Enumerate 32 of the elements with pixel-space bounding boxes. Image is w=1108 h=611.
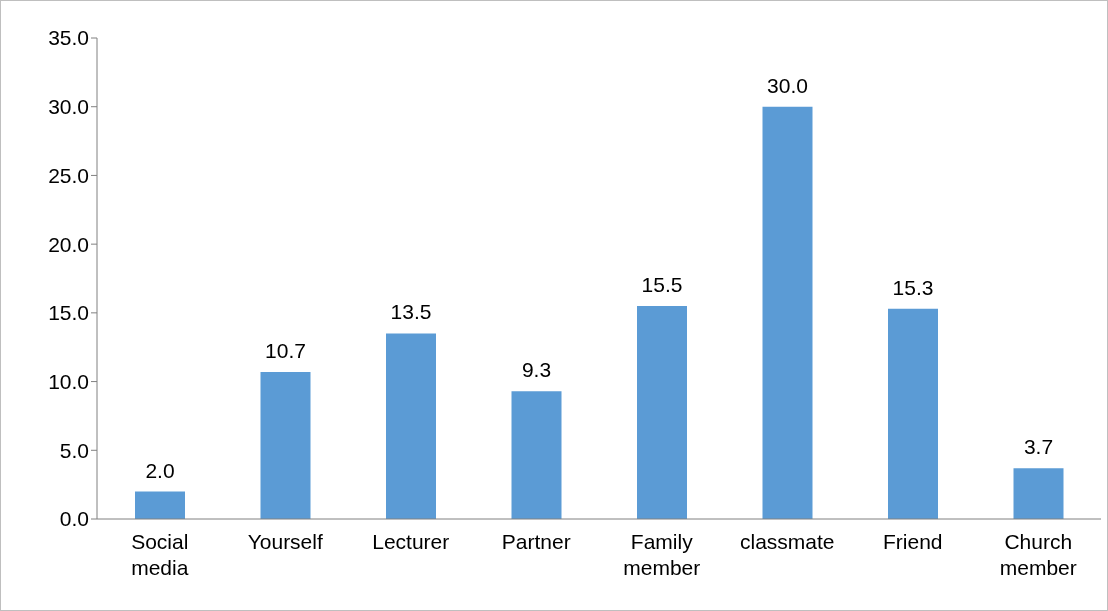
bar xyxy=(386,333,436,519)
x-tick-label: Friend xyxy=(882,530,943,553)
data-label: 2.0 xyxy=(145,458,175,482)
data-label: 9.3 xyxy=(521,358,552,382)
data-label: 15.5 xyxy=(641,272,683,296)
y-tick-label: 20.0 xyxy=(48,232,89,256)
y-tick-label: 35.0 xyxy=(48,26,89,50)
bar xyxy=(637,305,687,519)
x-tick-label: Family member xyxy=(623,530,701,579)
data-label: 15.3 xyxy=(892,275,934,299)
y-tick-label: 5.0 xyxy=(59,438,89,462)
x-tick-label: Church member xyxy=(999,530,1077,579)
y-tick-label: 15.0 xyxy=(48,301,89,325)
data-label: 13.5 xyxy=(390,300,432,324)
bar xyxy=(762,106,813,519)
y-tick-label: 10.0 xyxy=(48,370,89,394)
y-tick-label: 25.0 xyxy=(48,163,89,187)
data-label: 10.7 xyxy=(265,338,306,362)
y-tick-label: 0.0 xyxy=(59,507,89,531)
bar xyxy=(511,391,562,519)
x-tick-label: Yourself xyxy=(247,530,323,553)
x-tick-label: classmate xyxy=(739,530,835,553)
x-tick-label: Partner xyxy=(501,530,571,553)
bar xyxy=(1013,468,1064,519)
bar xyxy=(260,371,311,519)
data-label: 30.0 xyxy=(767,73,808,97)
bar xyxy=(135,491,185,519)
y-tick-label: 30.0 xyxy=(48,95,89,119)
x-tick-label: Social media xyxy=(131,530,189,579)
data-label: 3.7 xyxy=(1023,435,1054,459)
x-tick-label: Lecturer xyxy=(372,530,450,553)
bar xyxy=(888,308,938,519)
